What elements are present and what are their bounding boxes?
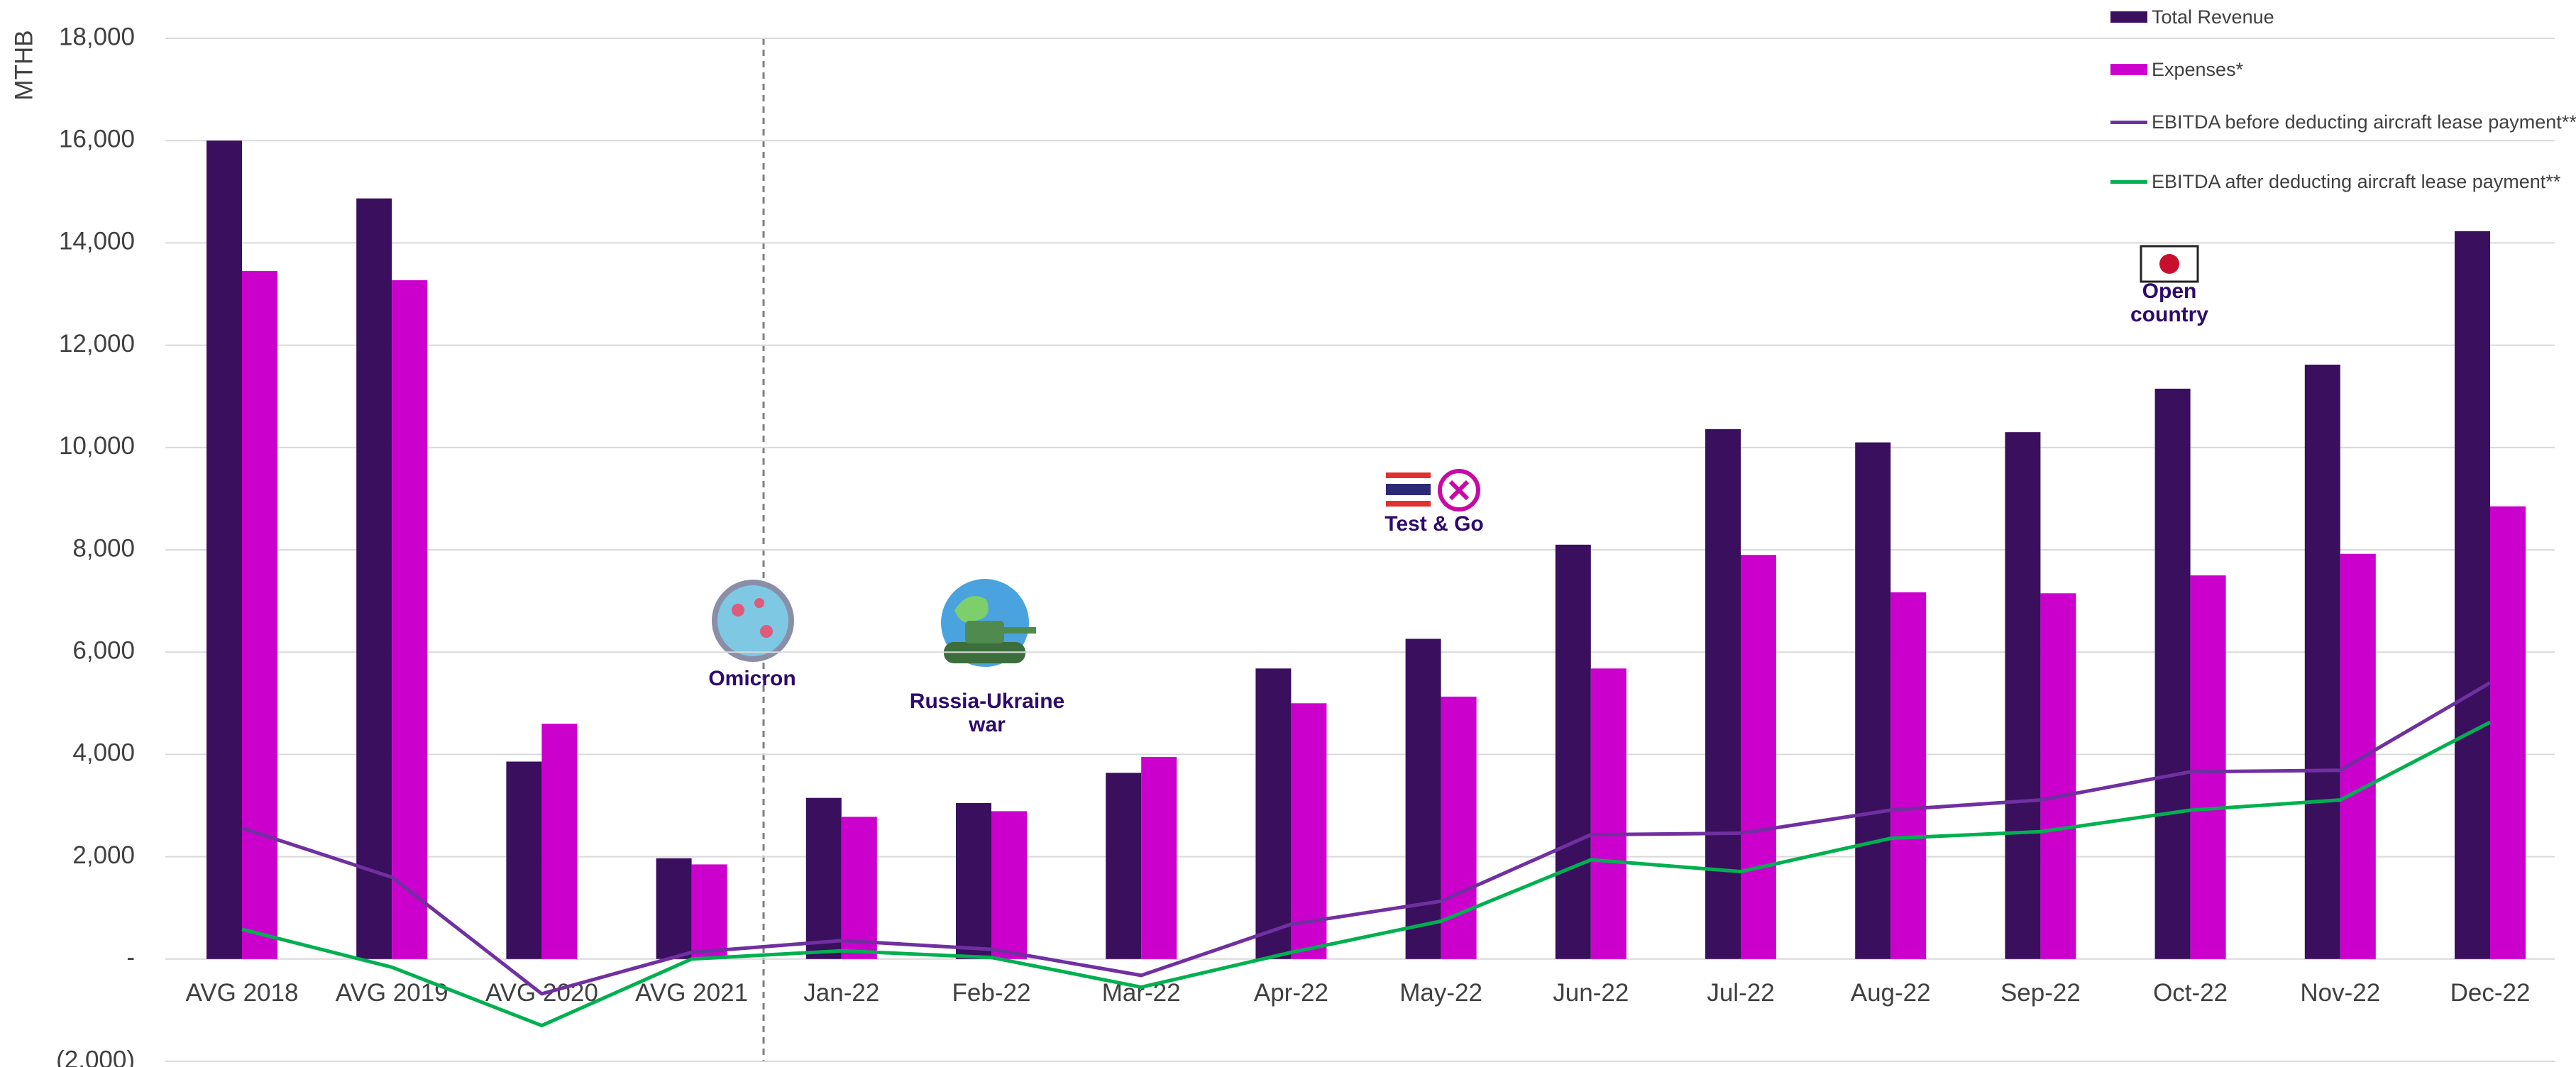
test-go-icon [1386,469,1480,512]
legend-swatch [2110,64,2147,75]
x-tick-label: Sep-22 [2000,979,2081,1007]
x-tick-label: AVG 2018 [186,979,299,1007]
bar [1141,757,1177,959]
x-tick-label: Apr-22 [1254,979,1328,1007]
bar [805,797,842,959]
legend-swatch [2110,11,2147,23]
bar [1855,442,1891,959]
x-tick-label: Jul-22 [1707,979,1774,1007]
bar [956,802,991,959]
bar [1106,773,1142,959]
bar [356,198,392,959]
bar [1405,638,1441,959]
bar [1705,429,1741,959]
bar [392,280,428,959]
y-tick-label: 4,000 [72,739,135,767]
y-tick-label: 2,000 [72,841,135,869]
bar [207,140,242,959]
line [241,720,2492,1028]
bar [991,811,1027,959]
plot: (2,000) - 2,000 4,000 6,000 8,000 10,000 12,000… [56,23,2555,1067]
annotation: Test & Go [1385,512,1484,536]
bar [506,761,542,959]
bar [242,271,277,959]
x-tick-label: Jan-22 [803,979,879,1007]
virus-icon [712,580,794,662]
legend-item: EBITDA after deducting aircraft lease pa… [2110,169,2561,194]
x-tick-label: Dec-22 [2450,979,2531,1007]
legend-label: EBITDA before deducting aircraft lease p… [2152,111,2576,133]
bar [2340,553,2376,959]
annotation: Open country [2130,280,2208,326]
y-tick-label: 6,000 [72,636,135,664]
y-tick-label: (2,000) [56,1046,135,1067]
legend-label: EBITDA after deducting aircraft lease pa… [2152,171,2561,192]
bar [2304,364,2340,959]
y-tick-label: 16,000 [59,125,135,153]
legend-label: Expenses* [2152,59,2244,80]
bar [841,817,877,959]
bar [2154,388,2191,959]
x-tick-label: AVG 2021 [635,979,748,1007]
bar [1555,544,1591,959]
y-axis-label: MTHB [10,30,38,100]
war-icon [941,579,1036,667]
x-tick-label: Oct-22 [2153,979,2228,1007]
annotation: Omicron [708,667,796,690]
japan-flag-icon [2140,245,2199,283]
bar [2040,593,2076,959]
x-tick-label: Nov-22 [2300,979,2380,1007]
y-tick-label: 14,000 [59,228,135,255]
y-tick-label: - [126,944,135,971]
bar [2005,432,2041,959]
bar [541,724,578,959]
bar [1255,668,1292,959]
bar [691,864,727,959]
line [241,681,2492,996]
y-tick-label: 8,000 [72,534,135,562]
bar [2190,575,2226,959]
bar [2455,231,2490,959]
y-tick-label: 10,000 [59,432,135,460]
bar [1590,668,1626,959]
x-tick-label: Jun-22 [1553,979,1629,1007]
legend-swatch [2110,121,2147,124]
y-tick-label: 18,000 [59,23,135,50]
bar [1741,555,1776,959]
bar [1890,592,1927,959]
x-tick-label: Feb-22 [952,979,1031,1007]
bar [656,858,692,959]
legend-item: Total Revenue [2110,4,2274,30]
x-tick-label: May-22 [1399,979,1482,1007]
legend-item: Expenses* [2110,57,2244,82]
y-tick-label: 12,000 [59,330,135,358]
x-tick-label: Aug-22 [1851,979,1931,1007]
bar [1291,703,1327,959]
legend-item: EBITDA before deducting aircraft lease p… [2110,109,2576,135]
legend-label: Total Revenue [2152,6,2274,28]
annotation: Russia-Ukraine war [909,690,1065,736]
bar [2490,506,2526,959]
legend-swatch [2110,180,2147,184]
